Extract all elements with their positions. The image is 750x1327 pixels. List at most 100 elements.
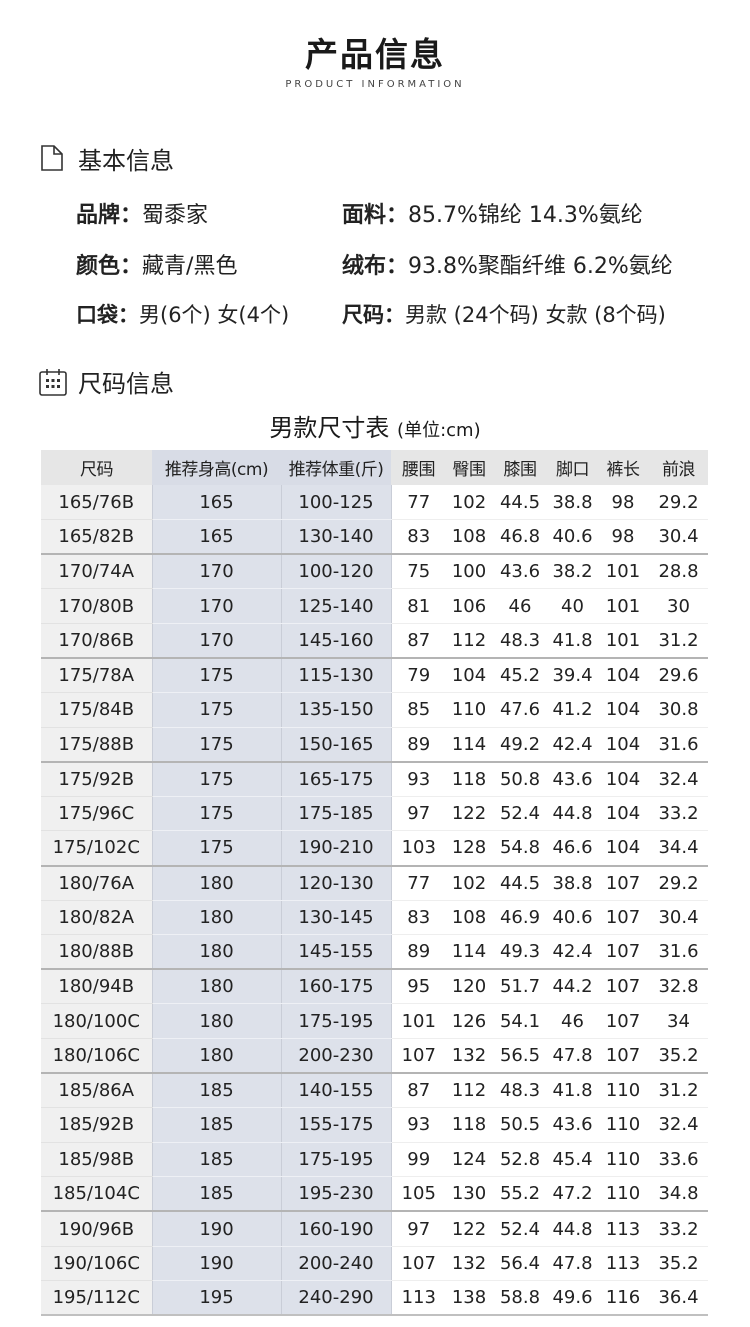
table-row: 170/74A 170 100-120 75 100 43.6 38.2 101 28.8	[41, 554, 708, 590]
column-header: 裤长	[597, 450, 649, 485]
table-cell: 160-190	[280, 1211, 392, 1247]
table-cell: 180	[151, 900, 282, 936]
basic-info-label: 基本信息	[78, 146, 174, 175]
table-cell: 118	[446, 761, 492, 797]
table-cell: 107	[597, 934, 649, 971]
table-cell: 110	[597, 1107, 649, 1143]
table-cell: 31.2	[649, 1073, 708, 1109]
size-info-heading: 尺码信息	[38, 365, 174, 398]
column-header: 推荐身高(cm)	[152, 450, 281, 485]
table-cell: 107	[597, 1003, 649, 1039]
table-cell: 200-240	[280, 1246, 392, 1282]
info-key: 面料	[342, 203, 387, 228]
info-lining: 绒布：93.8%聚酯纤维 6.2%氨纶	[342, 254, 673, 279]
table-cell: 160-175	[280, 969, 392, 1005]
table-cell: 175/92B	[41, 761, 152, 797]
table-row: 190/106C 190 200-240 107 132 56.4 47.8 113 35.2	[41, 1246, 708, 1282]
table-cell: 97	[391, 1211, 446, 1247]
table-cell: 49.3	[492, 934, 548, 971]
table-cell: 97	[391, 796, 446, 832]
table-cell: 135-150	[280, 692, 392, 728]
table-cell: 180/76A	[41, 865, 152, 901]
table-cell: 40.6	[548, 519, 597, 556]
info-value: 蜀黍家	[142, 203, 209, 228]
table-cell: 38.8	[548, 485, 597, 521]
table-cell: 33.6	[649, 1142, 708, 1178]
table-cell: 122	[446, 796, 492, 832]
table-cell: 170/74A	[41, 554, 152, 590]
table-cell: 170	[151, 588, 282, 624]
table-cell: 29.2	[649, 865, 708, 901]
table-cell: 58.8	[492, 1280, 548, 1317]
table-cell: 113	[597, 1211, 649, 1247]
table-cell: 107	[597, 900, 649, 936]
info-key: 绒布	[342, 254, 387, 279]
column-header: 前浪	[649, 450, 708, 485]
table-cell: 79	[391, 657, 446, 694]
table-cell: 190/106C	[41, 1246, 152, 1282]
table-cell: 85	[391, 692, 446, 728]
table-row: 190/96B 190 160-190 97 122 52.4 44.8 113 33.2	[41, 1211, 708, 1247]
table-cell: 190-210	[280, 830, 392, 867]
table-cell: 112	[446, 623, 492, 659]
table-cell: 46.9	[492, 900, 548, 936]
table-cell: 175-195	[280, 1003, 392, 1039]
table-cell: 40.6	[548, 900, 597, 936]
table-cell: 47.2	[548, 1176, 597, 1213]
table-cell: 180/82A	[41, 900, 152, 936]
table-cell: 47.8	[548, 1246, 597, 1282]
table-cell: 185/86A	[41, 1073, 152, 1109]
table-cell: 122	[446, 1211, 492, 1247]
column-header: 推荐体重(斤)	[281, 450, 391, 485]
table-cell: 104	[597, 761, 649, 797]
table-cell: 165/82B	[41, 519, 152, 556]
document-icon	[38, 144, 66, 172]
table-row: 175/84B 175 135-150 85 110 47.6 41.2 104 30.8	[41, 692, 708, 728]
table-cell: 107	[597, 969, 649, 1005]
table-cell: 114	[446, 934, 492, 971]
table-cell: 185	[151, 1176, 282, 1213]
table-cell: 104	[597, 796, 649, 832]
table-cell: 102	[446, 865, 492, 901]
table-cell: 93	[391, 1107, 446, 1143]
table-cell: 45.2	[492, 657, 548, 694]
table-cell: 87	[391, 1073, 446, 1109]
table-cell: 115-130	[280, 657, 392, 694]
table-cell: 165/76B	[41, 485, 152, 521]
table-cell: 170/86B	[41, 623, 152, 659]
table-cell: 100-120	[280, 554, 392, 590]
table-row: 170/86B 170 145-160 87 112 48.3 41.8 101 31.2	[41, 623, 708, 659]
table-cell: 33.2	[649, 796, 708, 832]
table-row: 165/76B 165 100-125 77 102 44.5 38.8 98 29.2	[41, 485, 708, 521]
table-cell: 44.5	[492, 865, 548, 901]
table-cell: 46.8	[492, 519, 548, 556]
table-cell: 175/78A	[41, 657, 152, 694]
table-row: 180/100C 180 175-195 101 126 54.1 46 107 34	[41, 1003, 708, 1039]
table-cell: 32.4	[649, 761, 708, 797]
column-header: 尺码	[41, 450, 152, 485]
table-cell: 185/104C	[41, 1176, 152, 1213]
table-cell: 125-140	[280, 588, 392, 624]
table-cell: 112	[446, 1073, 492, 1109]
table-cell: 77	[391, 865, 446, 901]
table-cell: 55.2	[492, 1176, 548, 1213]
table-cell: 180/88B	[41, 934, 152, 971]
table-row: 180/76A 180 120-130 77 102 44.5 38.8 107 29.2	[41, 865, 708, 901]
table-header-row: 尺码 推荐身高(cm) 推荐体重(斤) 腰围 臀围 膝围 脚口 裤长 前浪	[41, 450, 708, 485]
table-cell: 200-230	[280, 1038, 392, 1075]
table-cell: 185/98B	[41, 1142, 152, 1178]
column-header: 膝围	[492, 450, 548, 485]
info-key: 颜色	[76, 254, 121, 279]
table-cell: 108	[446, 519, 492, 556]
info-value: 藏青/黑色	[142, 254, 238, 279]
table-cell: 180	[151, 969, 282, 1005]
table-row: 175/78A 175 115-130 79 104 45.2 39.4 104 29.6	[41, 657, 708, 694]
table-cell: 44.5	[492, 485, 548, 521]
table-cell: 101	[597, 623, 649, 659]
table-cell: 104	[597, 727, 649, 763]
table-cell: 113	[391, 1280, 446, 1317]
table-cell: 43.6	[492, 554, 548, 590]
table-row: 175/102C 175 190-210 103 128 54.8 46.6 104 34.4	[41, 830, 708, 867]
table-row: 180/94B 180 160-175 95 120 51.7 44.2 107 32.8	[41, 969, 708, 1005]
table-cell: 50.5	[492, 1107, 548, 1143]
